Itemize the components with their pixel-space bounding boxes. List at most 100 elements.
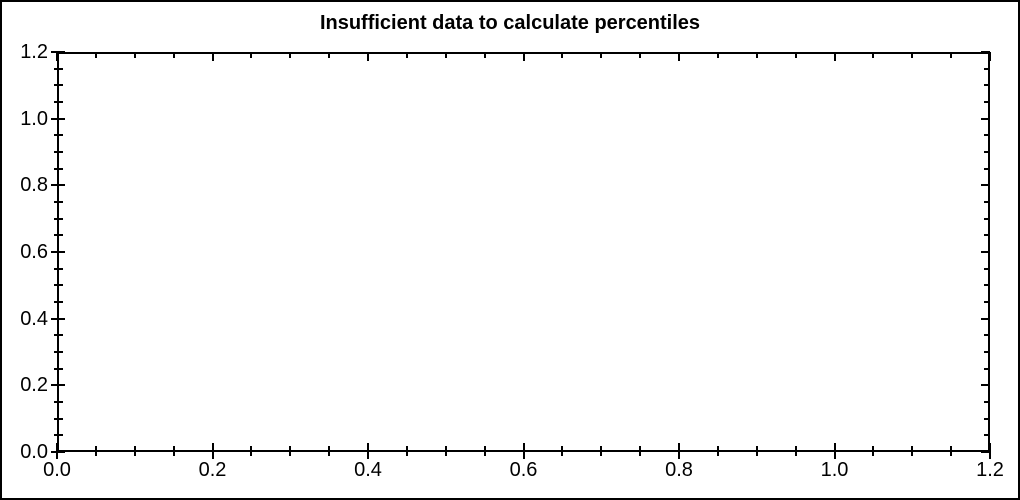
y-tick-right <box>984 234 990 237</box>
y-tick-left <box>54 351 63 353</box>
x-tick-label: 0.8 <box>665 459 693 481</box>
x-tick-bottom <box>289 446 292 456</box>
y-tick-left <box>54 201 63 203</box>
y-tick-label: 0.4 <box>20 307 48 330</box>
y-tick-left <box>51 384 65 387</box>
plot-area <box>57 52 990 452</box>
y-tick-left <box>54 167 63 170</box>
x-tick-top <box>600 52 603 58</box>
x-tick-bottom <box>522 443 525 459</box>
x-tick-top <box>56 52 58 61</box>
x-tick-top <box>483 52 486 58</box>
y-tick-right <box>984 351 990 353</box>
x-tick-top <box>872 52 875 58</box>
y-tick-left <box>51 117 65 120</box>
x-tick-top <box>328 52 331 58</box>
y-tick-right <box>984 201 990 203</box>
y-tick-right <box>984 367 990 370</box>
y-tick-left <box>51 451 65 453</box>
x-tick-bottom <box>483 446 486 456</box>
y-tick-label: 0.0 <box>20 441 48 463</box>
x-tick-top <box>250 52 253 58</box>
x-tick-label: 1.0 <box>820 459 849 481</box>
x-tick-top <box>211 52 214 61</box>
x-tick-bottom <box>678 443 680 459</box>
x-tick-top <box>639 52 642 58</box>
y-tick-left <box>54 417 63 420</box>
y-tick-left <box>54 217 63 220</box>
y-tick-left <box>54 67 63 70</box>
y-tick-left <box>54 401 63 403</box>
y-tick-right <box>981 51 990 53</box>
y-tick-left <box>54 334 63 337</box>
x-tick-label: 0.6 <box>509 459 538 481</box>
y-tick-label: 0.8 <box>20 174 48 197</box>
y-tick-right <box>984 84 990 87</box>
x-tick-top <box>794 52 797 58</box>
y-tick-left <box>54 134 63 137</box>
x-tick-top <box>172 52 175 58</box>
y-tick-right <box>984 401 990 403</box>
x-tick-bottom <box>561 446 564 456</box>
x-tick-top <box>561 52 564 58</box>
x-tick-top <box>716 52 719 58</box>
x-tick-bottom <box>755 446 758 456</box>
x-tick-bottom <box>94 446 97 456</box>
y-tick-left <box>51 251 65 253</box>
x-tick-bottom <box>172 446 175 456</box>
y-tick-right <box>981 317 990 320</box>
y-tick-right <box>984 67 990 70</box>
y-tick-right <box>984 217 990 220</box>
x-tick-bottom <box>716 446 719 456</box>
y-tick-right <box>981 184 990 187</box>
y-tick-right <box>984 284 990 287</box>
y-tick-label: 0.6 <box>20 241 48 263</box>
y-tick-left <box>54 267 63 270</box>
y-tick-left <box>54 234 63 237</box>
y-tick-left <box>54 151 63 153</box>
y-tick-left <box>54 101 63 103</box>
y-tick-right <box>984 151 990 153</box>
x-tick-top <box>678 52 680 61</box>
x-tick-bottom <box>600 446 603 456</box>
y-tick-left <box>51 184 65 187</box>
x-tick-label: 0.0 <box>43 459 71 481</box>
x-tick-bottom <box>133 446 136 456</box>
x-tick-bottom <box>872 446 875 456</box>
x-tick-label: 0.2 <box>198 459 227 481</box>
y-tick-label: 0.2 <box>20 374 48 397</box>
x-tick-bottom <box>833 443 836 459</box>
y-tick-right <box>981 384 990 387</box>
x-tick-top <box>367 52 369 61</box>
y-tick-left <box>51 317 65 320</box>
y-tick-left <box>54 284 63 287</box>
x-tick-bottom <box>405 446 408 456</box>
y-tick-left <box>54 367 63 370</box>
x-tick-bottom <box>328 446 331 456</box>
x-tick-top <box>833 52 836 61</box>
x-tick-bottom <box>989 443 991 459</box>
x-tick-top <box>755 52 758 58</box>
x-tick-bottom <box>250 446 253 456</box>
y-tick-left <box>54 301 63 303</box>
x-tick-bottom <box>911 446 914 456</box>
x-tick-top <box>950 52 953 58</box>
x-tick-bottom <box>950 446 953 456</box>
x-tick-top <box>289 52 292 58</box>
y-tick-right <box>984 167 990 170</box>
y-tick-right <box>984 301 990 303</box>
x-tick-bottom <box>639 446 642 456</box>
y-tick-label: 1.2 <box>20 41 48 63</box>
y-tick-right <box>984 434 990 437</box>
y-tick-left <box>54 84 63 87</box>
x-tick-top <box>911 52 914 58</box>
y-tick-left <box>51 51 65 53</box>
y-tick-right <box>984 334 990 337</box>
x-tick-top <box>405 52 408 58</box>
y-tick-right <box>981 451 990 453</box>
x-tick-top <box>94 52 97 58</box>
y-tick-right <box>984 267 990 270</box>
x-tick-bottom <box>794 446 797 456</box>
y-tick-right <box>984 417 990 420</box>
